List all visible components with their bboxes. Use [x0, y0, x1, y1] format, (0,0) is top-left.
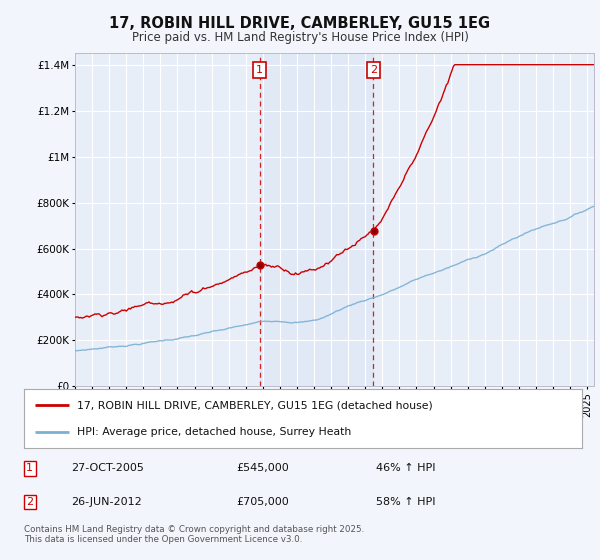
Text: 2: 2: [370, 65, 377, 75]
Text: £705,000: £705,000: [236, 497, 289, 507]
Text: £545,000: £545,000: [236, 463, 289, 473]
Text: 26-JUN-2012: 26-JUN-2012: [71, 497, 142, 507]
Text: Contains HM Land Registry data © Crown copyright and database right 2025.
This d: Contains HM Land Registry data © Crown c…: [24, 525, 364, 544]
Text: HPI: Average price, detached house, Surrey Heath: HPI: Average price, detached house, Surr…: [77, 427, 351, 437]
Text: 46% ↑ HPI: 46% ↑ HPI: [376, 463, 435, 473]
Text: 17, ROBIN HILL DRIVE, CAMBERLEY, GU15 1EG (detached house): 17, ROBIN HILL DRIVE, CAMBERLEY, GU15 1E…: [77, 400, 433, 410]
Text: Price paid vs. HM Land Registry's House Price Index (HPI): Price paid vs. HM Land Registry's House …: [131, 31, 469, 44]
Bar: [260, 53, 373, 386]
Text: 17, ROBIN HILL DRIVE, CAMBERLEY, GU15 1EG: 17, ROBIN HILL DRIVE, CAMBERLEY, GU15 1E…: [109, 16, 491, 31]
Text: 2: 2: [26, 497, 33, 507]
Text: 1: 1: [26, 463, 33, 473]
Text: 1: 1: [256, 65, 263, 75]
Text: 27-OCT-2005: 27-OCT-2005: [71, 463, 145, 473]
Text: 58% ↑ HPI: 58% ↑ HPI: [376, 497, 435, 507]
